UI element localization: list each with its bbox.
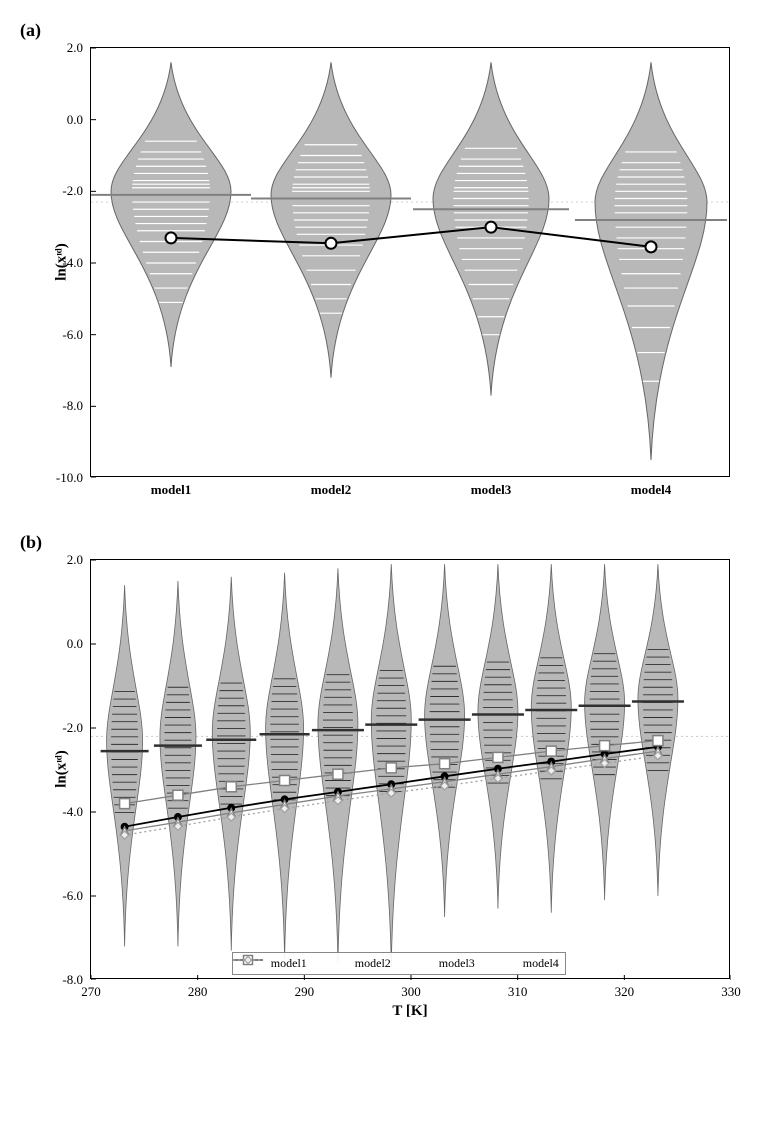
panel-a-label: (a) bbox=[20, 20, 754, 41]
panel-b-label: (b) bbox=[20, 532, 754, 553]
panel-b-legend: model1 model2 model3 model4 bbox=[232, 952, 566, 975]
violin-T278.15 bbox=[160, 581, 196, 946]
x-tick-label: 330 bbox=[721, 978, 741, 1000]
y-tick-label: -6.0 bbox=[62, 327, 91, 343]
series-marker-model3 bbox=[333, 769, 343, 779]
x-tick-label: model3 bbox=[471, 476, 511, 498]
y-tick-label: 0.0 bbox=[67, 112, 91, 128]
series-marker-model3 bbox=[440, 759, 450, 769]
series-marker-model3 bbox=[653, 736, 663, 746]
x-tick-label: model2 bbox=[311, 476, 351, 498]
legend-label: model4 bbox=[523, 956, 559, 971]
violin-T323.15 bbox=[638, 564, 678, 896]
series-marker-model3 bbox=[120, 799, 130, 809]
y-tick-label: -2.0 bbox=[62, 720, 91, 736]
y-tick-label: -8.0 bbox=[62, 398, 91, 414]
y-tick-label: 2.0 bbox=[67, 552, 91, 568]
violin-model4 bbox=[595, 62, 707, 460]
y-tick-label: -6.0 bbox=[62, 888, 91, 904]
legend-item-model4: model4 bbox=[491, 956, 559, 971]
violin-T313.15 bbox=[531, 564, 571, 913]
y-tick-label: 2.0 bbox=[67, 40, 91, 56]
x-tick-label: 270 bbox=[81, 978, 101, 1000]
x-tick-label: 300 bbox=[401, 978, 421, 1000]
violin-T288.15 bbox=[266, 573, 304, 959]
x-tick-label: model4 bbox=[631, 476, 671, 498]
panel-a-svg bbox=[91, 48, 731, 478]
panel-b-xlabel: T [K] bbox=[392, 1003, 427, 1020]
violin-T273.15 bbox=[107, 585, 143, 946]
violin-T283.15 bbox=[212, 577, 250, 951]
x-tick-label: 310 bbox=[508, 978, 528, 1000]
series-marker-model3 bbox=[493, 752, 503, 762]
legend-label: model3 bbox=[439, 956, 475, 971]
y-tick-label: 0.0 bbox=[67, 636, 91, 652]
violin-model1 bbox=[111, 62, 231, 367]
y-tick-label: -4.0 bbox=[62, 804, 91, 820]
violin-T303.15 bbox=[425, 564, 465, 917]
x-tick-label: 290 bbox=[295, 978, 315, 1000]
series-marker-model3 bbox=[173, 790, 183, 800]
legend-item-model2: model2 bbox=[323, 956, 391, 971]
series-marker-model3 bbox=[386, 763, 396, 773]
legend-item-model3: model3 bbox=[407, 956, 475, 971]
y-tick-label: -4.0 bbox=[62, 255, 91, 271]
panel-b-ylabel: ln(xᶦᵈ) bbox=[53, 750, 70, 788]
series-marker-model3 bbox=[226, 782, 236, 792]
panel-b-chart: ln(xᶦᵈ) T [K] 2.00.0-2.0-4.0-6.0-8.02702… bbox=[90, 559, 730, 979]
series-marker-model3 bbox=[280, 776, 290, 786]
x-tick-label: model1 bbox=[151, 476, 191, 498]
panel-b-svg bbox=[91, 560, 731, 980]
series-marker-model3 bbox=[600, 741, 610, 751]
y-tick-label: -2.0 bbox=[62, 183, 91, 199]
violin-T308.15 bbox=[478, 564, 518, 908]
y-tick-label: -10.0 bbox=[56, 470, 91, 486]
legend-label: model2 bbox=[355, 956, 391, 971]
legend-label: model1 bbox=[271, 956, 307, 971]
violin-T318.15 bbox=[585, 564, 625, 900]
series-marker-model3 bbox=[546, 746, 556, 756]
panel-a-chart: ln(xᶦᵈ) 2.00.0-2.0-4.0-6.0-8.0-10.0model… bbox=[90, 47, 730, 477]
x-tick-label: 280 bbox=[188, 978, 208, 1000]
x-tick-label: 320 bbox=[615, 978, 635, 1000]
